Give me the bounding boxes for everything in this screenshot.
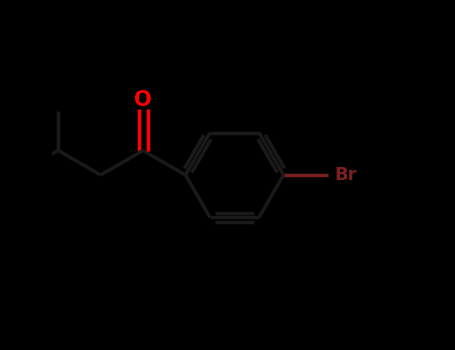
Text: O: O	[134, 90, 152, 110]
Text: Br: Br	[334, 166, 356, 184]
